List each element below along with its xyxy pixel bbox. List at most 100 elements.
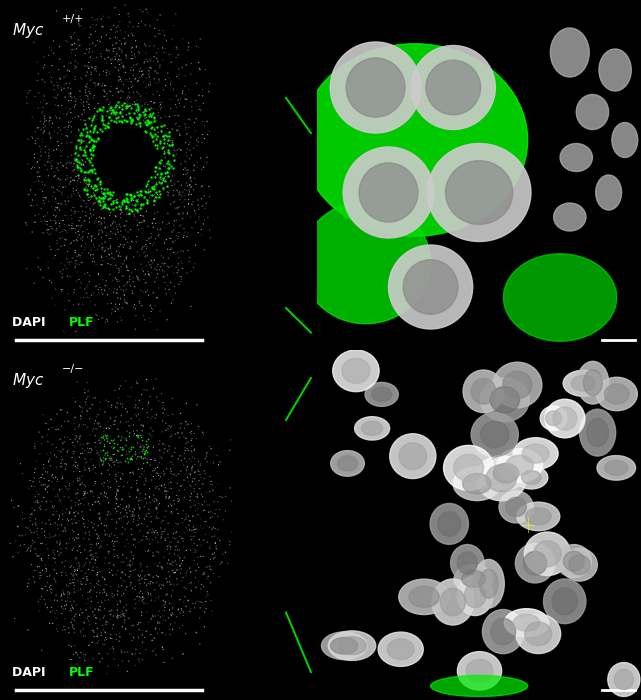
Point	[79, 22, 89, 34]
Point	[70, 43, 80, 55]
Point	[156, 480, 167, 491]
Point	[167, 170, 178, 181]
Point	[94, 195, 104, 206]
Point	[55, 536, 65, 547]
Point	[58, 624, 68, 636]
Point	[77, 248, 87, 259]
Point	[122, 99, 132, 111]
Point	[90, 14, 100, 25]
Point	[94, 195, 104, 206]
Point	[101, 447, 112, 458]
Point	[58, 508, 68, 519]
Point	[144, 118, 154, 129]
Point	[163, 190, 173, 201]
Point	[108, 218, 118, 230]
Point	[105, 86, 115, 97]
Point	[116, 85, 126, 96]
Point	[148, 287, 158, 298]
Point	[190, 505, 201, 517]
Point	[106, 220, 116, 231]
Point	[101, 67, 112, 78]
Point	[186, 266, 196, 277]
Point	[113, 581, 124, 592]
Point	[185, 545, 196, 556]
Point	[156, 167, 167, 178]
Point	[184, 184, 194, 195]
Point	[58, 181, 68, 193]
Point	[144, 41, 154, 52]
Point	[107, 228, 117, 239]
Point	[70, 223, 80, 235]
Point	[142, 250, 153, 261]
Point	[135, 617, 146, 628]
Ellipse shape	[426, 60, 481, 115]
Point	[93, 284, 103, 295]
Point	[41, 192, 51, 203]
Point	[184, 186, 194, 197]
Point	[56, 146, 67, 158]
Point	[115, 209, 126, 220]
Point	[52, 538, 62, 549]
Point	[154, 177, 164, 188]
Point	[83, 515, 94, 526]
Point	[126, 41, 136, 52]
Point	[105, 606, 115, 617]
Point	[62, 253, 72, 265]
Point	[117, 197, 127, 208]
Point	[49, 449, 60, 461]
Point	[60, 522, 70, 533]
Point	[135, 191, 145, 202]
Point	[153, 56, 163, 67]
Point	[132, 205, 142, 216]
Point	[58, 215, 68, 226]
Point	[101, 58, 112, 69]
Point	[97, 468, 107, 479]
Point	[172, 545, 183, 556]
Point	[195, 34, 205, 45]
Point	[186, 534, 196, 545]
Point	[173, 265, 183, 276]
Point	[169, 215, 179, 226]
Point	[160, 111, 170, 122]
Point	[94, 69, 104, 80]
Point	[225, 444, 235, 456]
Point	[99, 119, 110, 130]
Point	[155, 225, 165, 236]
Point	[82, 184, 92, 195]
Point	[85, 144, 95, 155]
Point	[128, 559, 138, 570]
Point	[153, 230, 163, 241]
Point	[117, 198, 128, 209]
Point	[11, 536, 21, 547]
Point	[133, 100, 143, 111]
Point	[126, 190, 136, 201]
Point	[57, 284, 67, 295]
Point	[185, 606, 195, 617]
Point	[131, 99, 142, 110]
Point	[197, 499, 208, 510]
Point	[32, 550, 42, 561]
Point	[169, 225, 179, 236]
Point	[184, 139, 194, 150]
Point	[187, 525, 197, 536]
Point	[67, 39, 78, 50]
Point	[75, 480, 85, 491]
Point	[113, 292, 123, 303]
Point	[137, 199, 147, 211]
Point	[98, 445, 108, 456]
Point	[128, 550, 138, 561]
Point	[76, 626, 86, 638]
Point	[72, 259, 82, 270]
Point	[54, 220, 65, 232]
Point	[99, 196, 109, 207]
Point	[135, 471, 145, 482]
Point	[168, 609, 178, 620]
Point	[96, 455, 106, 466]
Point	[199, 214, 210, 225]
Point	[141, 48, 151, 59]
Point	[81, 178, 91, 189]
Point	[55, 227, 65, 238]
Point	[67, 525, 78, 536]
Point	[159, 596, 169, 607]
Point	[186, 435, 196, 446]
